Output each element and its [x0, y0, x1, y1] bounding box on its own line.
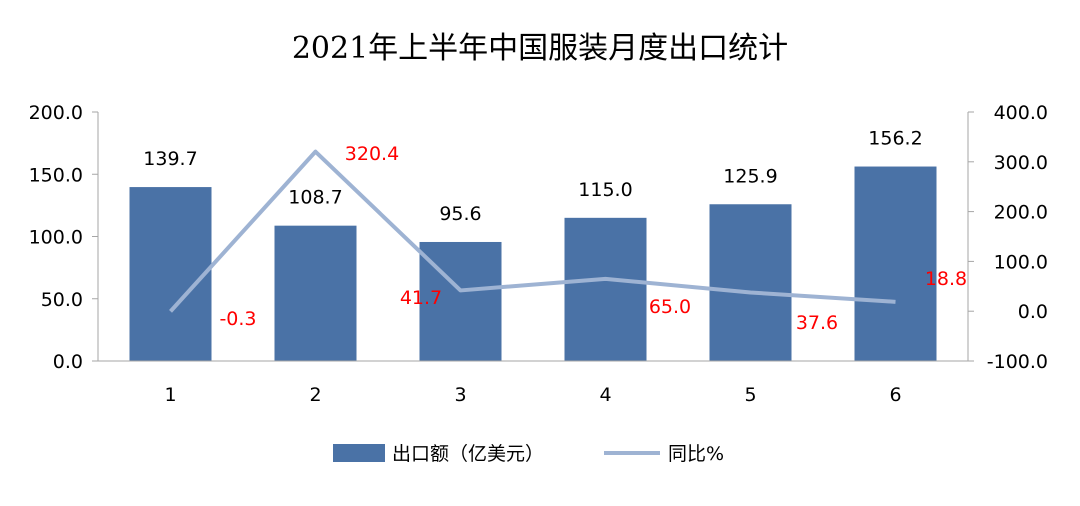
chart-title: 2021年上半年中国服装月度出口统计	[292, 31, 788, 66]
bar-value-label: 115.0	[578, 179, 632, 201]
bar-value-label: 108.7	[288, 187, 342, 209]
y-right-tick-label: -100.0	[987, 351, 1048, 373]
bar-4	[564, 217, 647, 361]
y-left-tick-label: 50.0	[41, 289, 83, 311]
line-value-label: 41.7	[400, 287, 442, 309]
y-right-tick-label: 0.0	[1018, 301, 1048, 323]
bar-1	[129, 187, 212, 361]
y-left-tick-label: 200.0	[29, 102, 83, 124]
bar-series	[129, 166, 937, 361]
line-path	[169, 149, 896, 313]
axes: 0.0 50.0 100.0 150.0 200.0 -100.0 0.0 100.0 200.…	[29, 102, 1048, 406]
y-right-tick-label: 300.0	[994, 152, 1048, 174]
line-value-label: 65.0	[649, 296, 691, 318]
legend-label-line: 同比%	[668, 443, 724, 465]
data-labels: 139.7 108.7 95.6 115.0 125.9 156.2 -0.3 320.4 41…	[143, 128, 967, 334]
line-value-label: -0.3	[219, 308, 256, 330]
y-left-tick-label: 100.0	[29, 227, 83, 249]
x-tick-label: 4	[599, 384, 611, 406]
bar-value-label: 139.7	[143, 148, 197, 170]
bar-2	[274, 225, 357, 361]
bar-value-label: 125.9	[723, 165, 777, 187]
x-tick-label: 2	[309, 384, 321, 406]
y-left-tick-label: 150.0	[29, 164, 83, 186]
x-tick-label: 3	[454, 384, 466, 406]
bar-value-label: 95.6	[439, 203, 481, 225]
y-right-tick-label: 400.0	[994, 102, 1048, 124]
x-tick-label: 6	[889, 384, 901, 406]
bar-5	[709, 204, 792, 361]
y-left-tick-label: 0.0	[53, 351, 83, 373]
line-value-label: 320.4	[345, 143, 399, 165]
legend-label-bar: 出口额（亿美元）	[392, 443, 544, 465]
legend: 出口额（亿美元） 同比%	[333, 443, 724, 465]
y-right-tick-label: 100.0	[994, 251, 1048, 273]
x-tick-label: 5	[744, 384, 756, 406]
bar-value-label: 156.2	[868, 128, 922, 150]
y-right-tick-label: 200.0	[994, 202, 1048, 224]
x-tick-label: 1	[164, 384, 176, 406]
line-value-label: 18.8	[925, 268, 967, 290]
legend-swatch-bar	[333, 444, 385, 462]
bar-6	[854, 166, 937, 361]
line-value-label: 37.6	[796, 312, 838, 334]
line-series	[169, 149, 896, 313]
